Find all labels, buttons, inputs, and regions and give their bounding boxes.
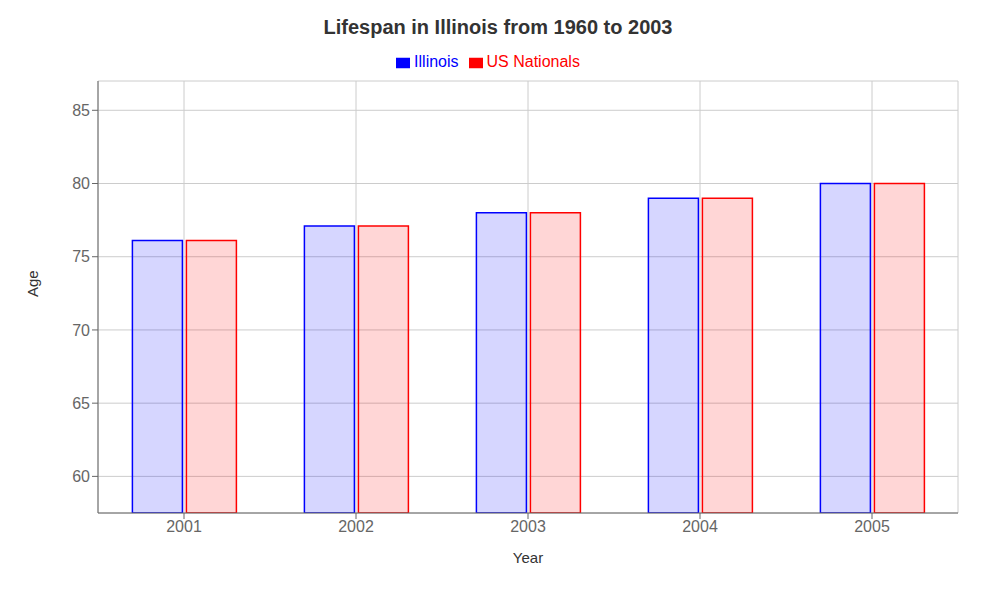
svg-text:65: 65 xyxy=(72,395,90,412)
svg-text:2002: 2002 xyxy=(338,518,374,535)
html-text:Illinois: Illinois xyxy=(414,53,459,70)
svg-text:Year: Year xyxy=(513,549,543,566)
svg-text:70: 70 xyxy=(72,322,90,339)
svg-text:2005: 2005 xyxy=(854,518,890,535)
html-text:Lifespan in Illinois from 1960: Lifespan in Illinois from 1960 to 2003 xyxy=(323,16,673,38)
svg-text:2003: 2003 xyxy=(510,518,546,535)
svg-text:2004: 2004 xyxy=(682,518,718,535)
svg-text:75: 75 xyxy=(72,248,90,265)
svg-text:80: 80 xyxy=(72,175,90,192)
svg-text:2001: 2001 xyxy=(166,518,202,535)
html-text:US Nationals: US Nationals xyxy=(486,53,580,70)
svg-text:60: 60 xyxy=(72,468,90,485)
svg-text:85: 85 xyxy=(72,102,90,119)
svg-text:Age: Age xyxy=(24,270,41,297)
